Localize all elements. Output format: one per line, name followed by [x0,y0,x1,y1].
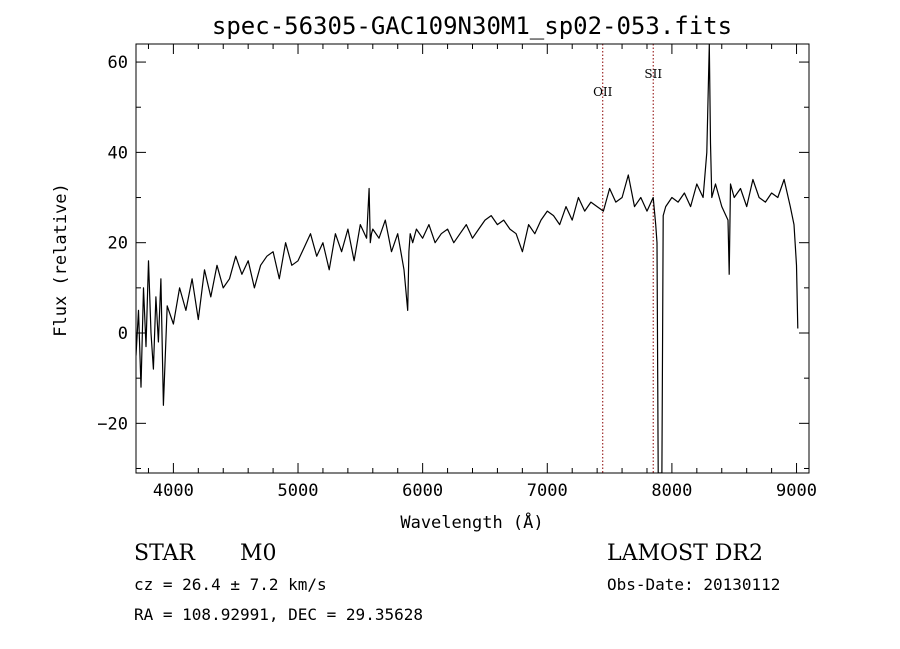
spectrum-line [136,44,799,473]
y-axis-label: Flux (relative) [51,183,71,337]
x-tick-label: 6000 [402,481,443,501]
x-tick-label: 5000 [278,481,319,501]
x-tick-label: 9000 [776,481,817,501]
x-tick-label: 8000 [651,481,692,501]
x-tick-label: 4000 [153,481,194,501]
y-tick-label: 0 [118,324,128,344]
survey-name: LAMOST DR2 [607,541,763,566]
y-tick-label: −20 [97,414,128,434]
spectral-line-markers: OII SII [593,44,662,473]
x-tick-label: 7000 [527,481,568,501]
x-axis-label: Wavelength (Å) [400,511,543,533]
radec-text: RA = 108.92991, DEC = 29.35628 [134,605,423,624]
x-axis-ticks: 4000 5000 6000 7000 8000 9000 [147,44,817,501]
y-tick-label: 20 [108,234,128,254]
object-class: STAR [134,541,196,566]
spectral-line-label: OII [593,85,613,99]
object-subclass: M0 [240,541,277,566]
y-tick-label: 40 [108,143,128,163]
chart-title: spec-56305-GAC109N30M1_sp02-053.fits [212,12,732,40]
obs-date: Obs-Date: 20130112 [607,575,780,594]
redshift-text: cz = 26.4 ± 7.2 km/s [134,575,327,594]
y-axis-ticks: −20 0 20 40 60 [97,53,809,469]
spectral-line-label: SII [644,67,662,81]
y-tick-label: 60 [108,53,128,73]
